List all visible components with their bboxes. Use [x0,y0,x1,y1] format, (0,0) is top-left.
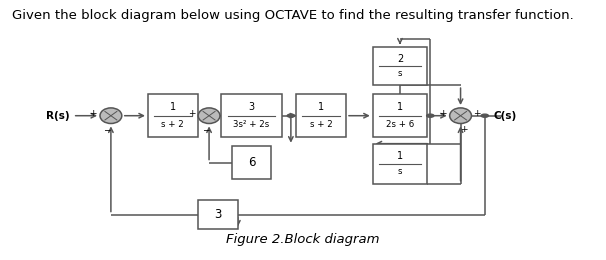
Circle shape [287,114,295,117]
Text: 1: 1 [397,102,403,112]
Text: 6: 6 [248,156,255,169]
Text: 3: 3 [248,102,255,112]
Circle shape [481,114,488,117]
Ellipse shape [100,108,122,123]
Text: +: + [90,109,97,118]
Ellipse shape [198,108,220,123]
FancyBboxPatch shape [231,146,271,179]
Text: −: − [202,125,209,134]
Text: Figure 2.Block diagram: Figure 2.Block diagram [226,233,380,246]
FancyBboxPatch shape [373,47,427,85]
Text: s + 2: s + 2 [161,120,184,129]
Text: +: + [461,125,468,134]
FancyBboxPatch shape [373,94,427,137]
Text: 3: 3 [215,208,222,221]
Text: s + 2: s + 2 [310,120,333,129]
Text: 1: 1 [170,102,176,112]
Text: 1: 1 [318,102,324,112]
FancyBboxPatch shape [199,200,238,230]
Text: 3s² + 2s: 3s² + 2s [233,120,270,129]
Text: Given the block diagram below using OCTAVE to find the resulting transfer functi: Given the block diagram below using OCTA… [12,9,574,22]
FancyBboxPatch shape [296,94,346,137]
Text: −: − [104,125,111,134]
FancyBboxPatch shape [148,94,198,137]
Text: s: s [398,167,402,176]
Ellipse shape [450,108,471,123]
Text: 2: 2 [397,54,403,64]
Text: +: + [473,109,481,118]
Text: s: s [398,69,402,78]
Circle shape [427,114,434,117]
Text: 1: 1 [397,151,403,161]
Text: +: + [188,109,195,118]
FancyBboxPatch shape [373,144,427,184]
FancyBboxPatch shape [221,94,282,137]
Text: +: + [439,109,447,118]
Text: C(s): C(s) [494,111,517,121]
Text: 2s + 6: 2s + 6 [386,120,414,129]
Text: R(s): R(s) [46,111,70,121]
